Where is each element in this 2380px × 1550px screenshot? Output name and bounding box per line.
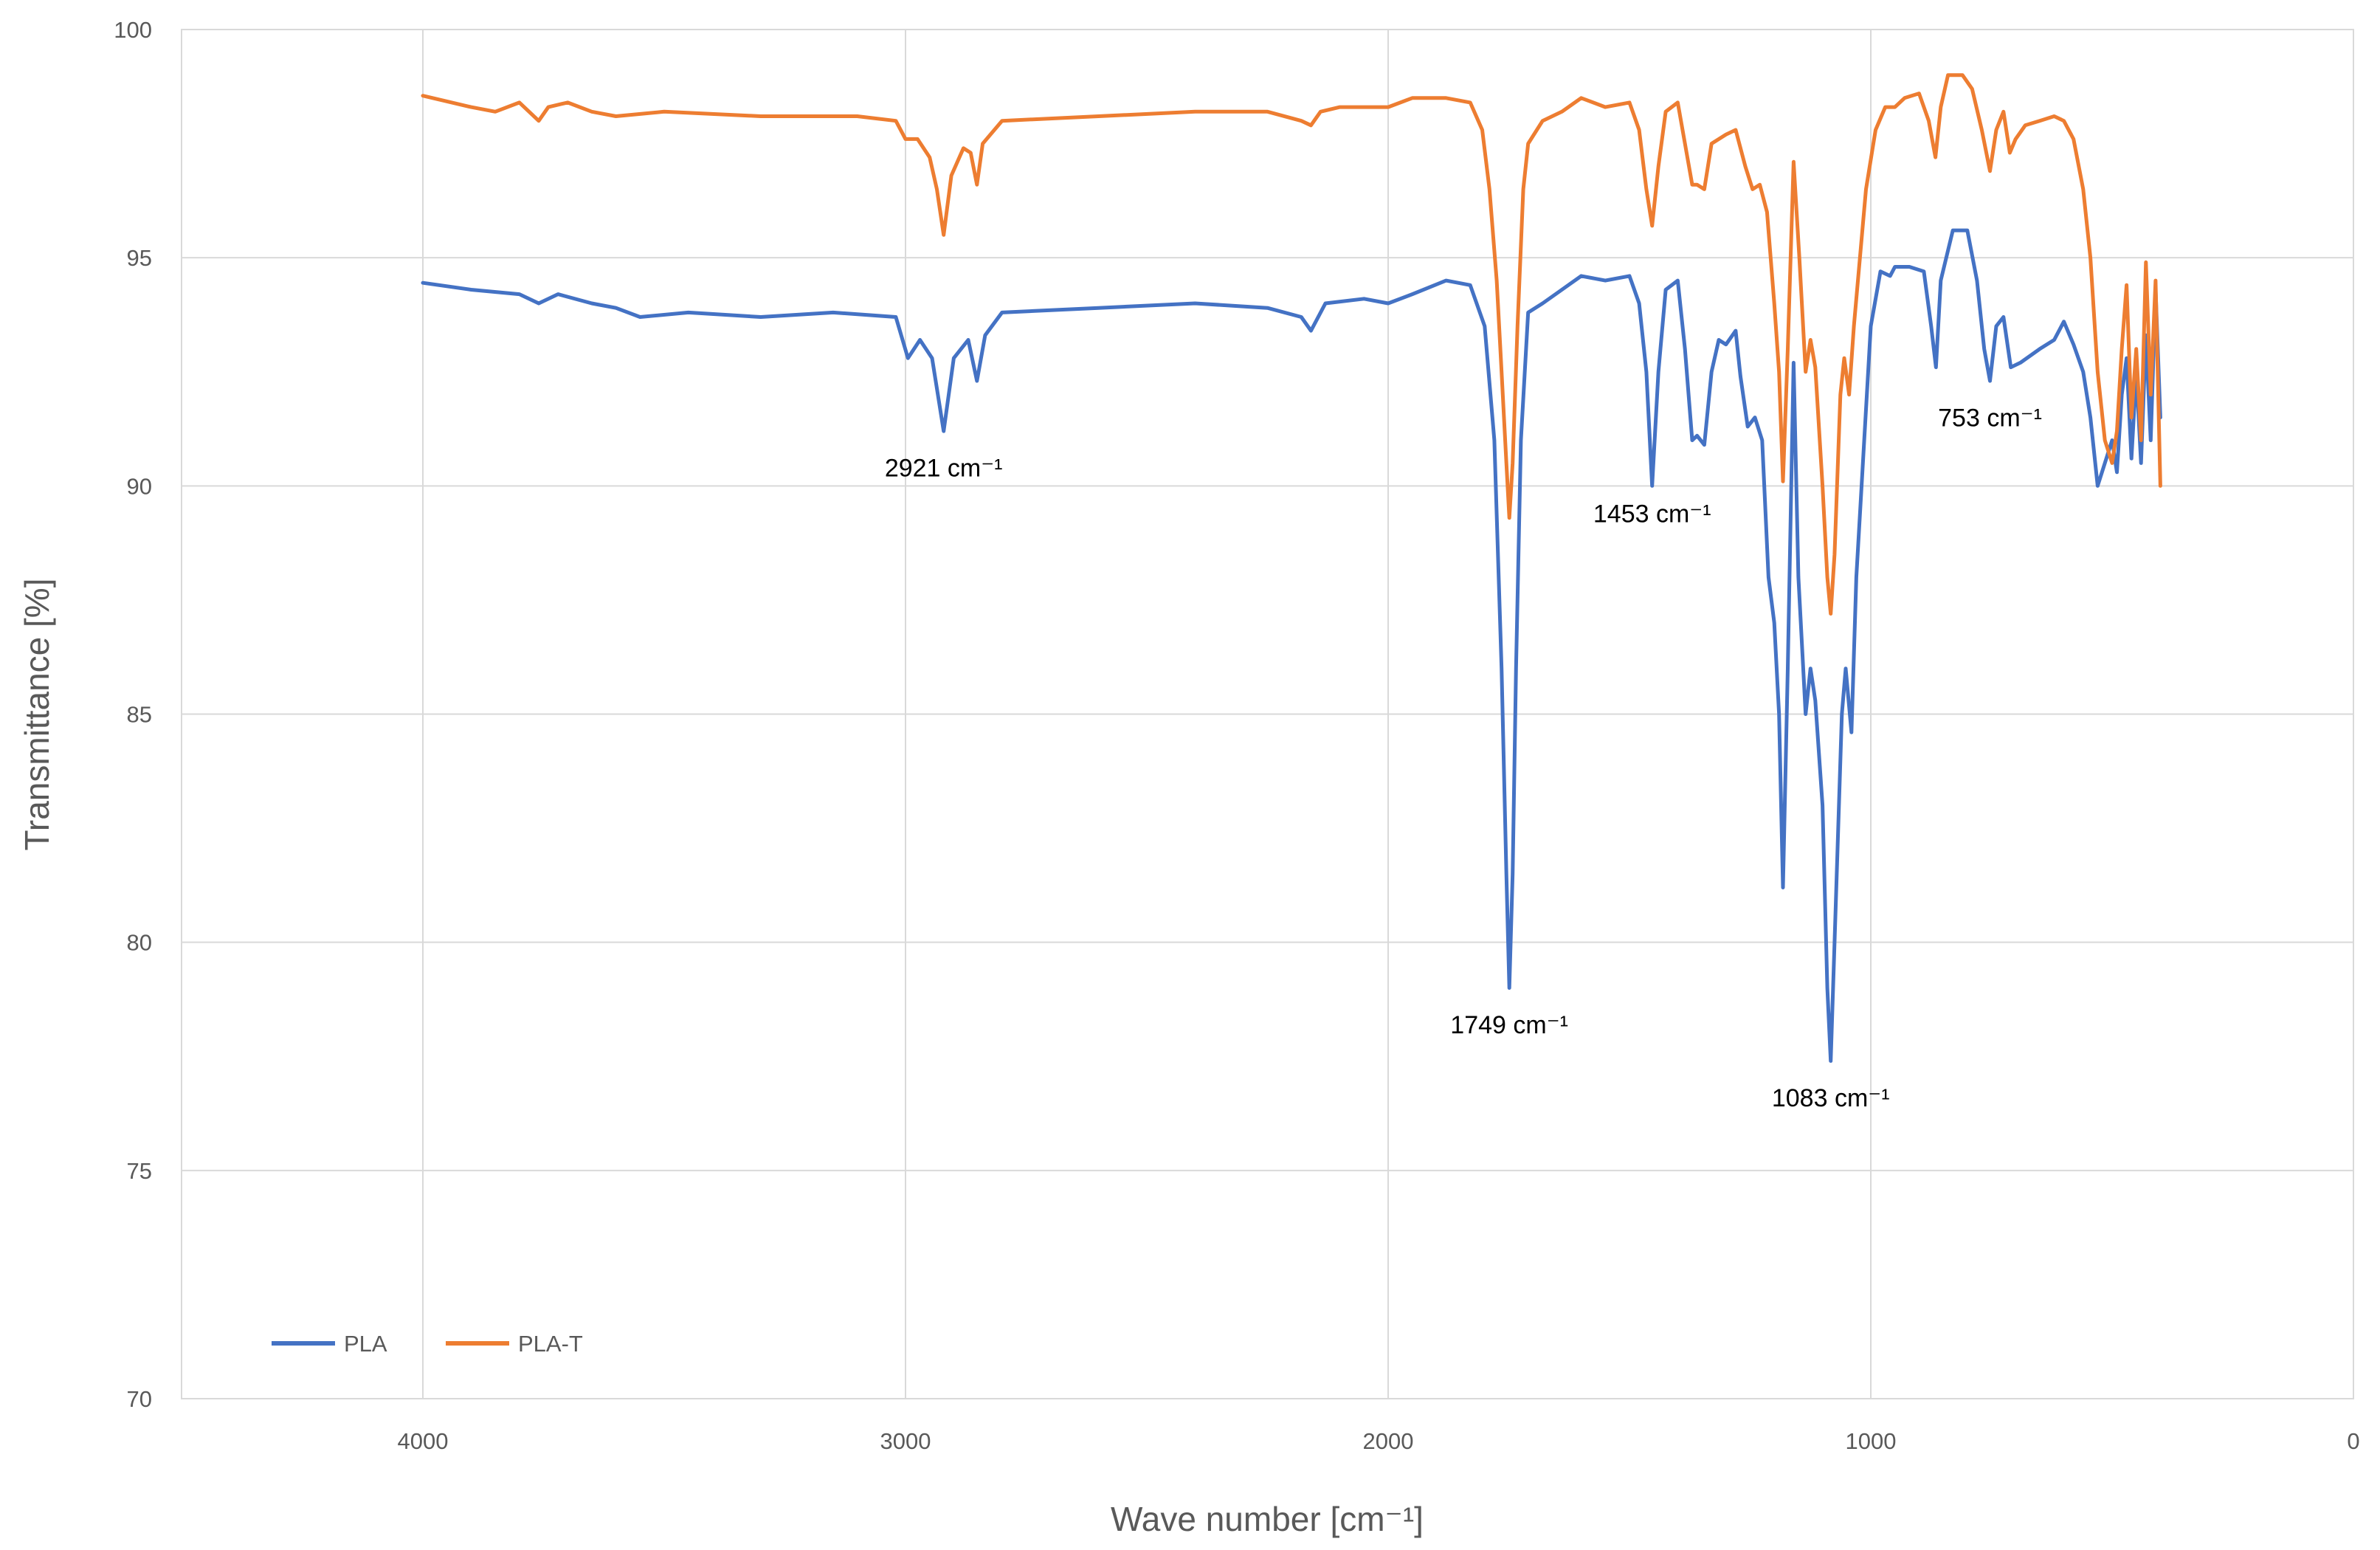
peak-annotation: 1083 cm⁻¹	[1772, 1084, 1890, 1112]
y-tick-label: 85	[127, 702, 152, 728]
peak-annotation: 2921 cm⁻¹	[885, 455, 1003, 483]
series-line-pla	[421, 228, 2162, 1063]
y-tick-label: 75	[127, 1158, 152, 1184]
legend: PLA PLA-T	[272, 1331, 583, 1357]
y-axis-ticks: 70 75 80 85 90 95 100	[114, 17, 152, 1412]
x-tick-label: 2000	[1363, 1428, 1414, 1454]
x-tick-label: 4000	[398, 1428, 449, 1454]
annotations: 2921 cm⁻¹ 1749 cm⁻¹ 1453 cm⁻¹ 1083 cm⁻¹ 753 …	[885, 404, 2042, 1112]
x-tick-label: 0	[2347, 1428, 2359, 1454]
x-tick-label: 1000	[1846, 1428, 1897, 1454]
y-tick-label: 95	[127, 245, 152, 271]
y-tick-label: 70	[127, 1386, 152, 1412]
y-axis-title: Transmittance [%]	[18, 579, 56, 851]
series-layer	[421, 73, 2162, 1063]
x-axis-ticks: 4000 3000 2000 1000 0	[398, 1428, 2360, 1454]
y-tick-label: 100	[114, 17, 152, 43]
peak-annotation: 1749 cm⁻¹	[1450, 1011, 1568, 1039]
y-tick-label: 90	[127, 473, 152, 499]
x-axis-title: Wave number [cm⁻¹]	[1111, 1500, 1424, 1538]
plot-area-border	[181, 29, 2354, 1399]
legend-label-pla: PLA	[344, 1331, 387, 1357]
legend-label-pla-t: PLA-T	[518, 1331, 583, 1357]
x-tick-label: 3000	[880, 1428, 931, 1454]
series-line-pla-t	[421, 73, 2162, 616]
peak-annotation: 753 cm⁻¹	[1938, 404, 2042, 433]
y-tick-label: 80	[127, 930, 152, 956]
peak-annotation: 1453 cm⁻¹	[1593, 500, 1711, 528]
